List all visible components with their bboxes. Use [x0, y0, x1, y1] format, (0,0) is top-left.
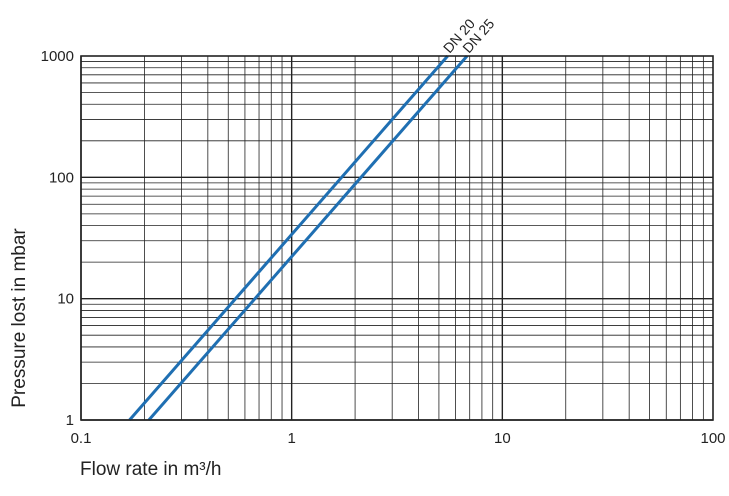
- x-axis-label: Flow rate in m³/h: [80, 459, 221, 480]
- plot-frame: [80, 55, 714, 421]
- grid-lines: [80, 56, 713, 421]
- y-tick-label: 100: [49, 169, 74, 186]
- y-tick-label: 10: [57, 291, 74, 308]
- x-tick-label: 100: [700, 430, 725, 447]
- x-tick-label: 1: [287, 430, 295, 447]
- plot-border: [80, 55, 714, 421]
- y-tick-label: 1000: [41, 48, 74, 65]
- x-tick-label: 10: [494, 430, 511, 447]
- series-line-dn-25: [147, 55, 469, 421]
- x-tick-label: 0.1: [71, 430, 92, 447]
- series-line-dn-20: [128, 55, 449, 421]
- y-axis-label: Pressure lost in mbar: [9, 228, 30, 408]
- series-lines: [128, 55, 469, 421]
- y-tick-label: 1: [66, 412, 74, 429]
